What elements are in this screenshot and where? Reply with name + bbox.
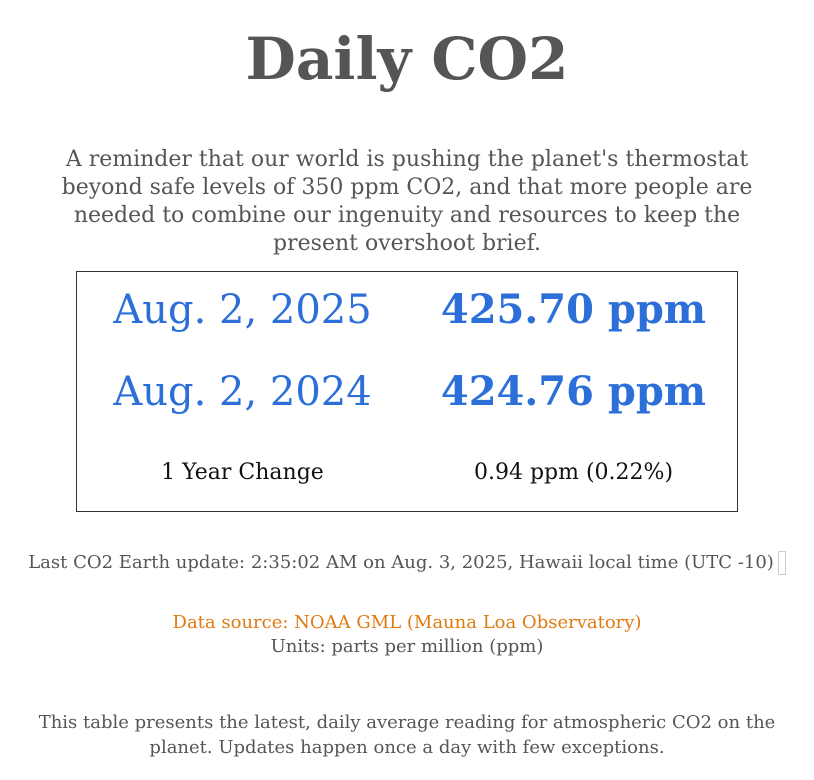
prior-year-reading-row: Aug. 2, 2024 424.76 ppm [77,364,737,424]
year-change-row: 1 Year Change 0.94 ppm (0.22%) [77,458,737,518]
year-change-value: 0.94 ppm (0.22%) [473,460,674,485]
current-date: Aug. 2, 2025 [113,287,372,333]
units-text: Units: parts per million (ppm) [270,636,544,657]
data-source-link[interactable]: Data source: NOAA GML (Mauna Loa Observa… [172,612,642,633]
intro-text: A reminder that our world is pushing the… [61,147,753,256]
cursor-marker-icon [777,551,786,575]
footnote-text: This table presents the latest, daily av… [38,712,776,758]
current-reading-row: Aug. 2, 2025 425.70 ppm [77,282,737,342]
current-ppm: 425.70 ppm [440,286,707,333]
last-update-text: Last CO2 Earth update: 2:35:02 AM on Aug… [28,552,774,573]
year-change-label: 1 Year Change [161,460,324,485]
last-update-line: Last CO2 Earth update: 2:35:02 AM on Aug… [0,550,814,576]
co2-readings-table: Aug. 2, 2025 425.70 ppm Aug. 2, 2024 424… [76,271,738,512]
prior-date: Aug. 2, 2024 [113,369,372,415]
page-title: Daily CO2 [245,25,569,93]
data-source-block: Data source: NOAA GML (Mauna Loa Observa… [0,611,814,659]
prior-ppm: 424.76 ppm [440,368,707,415]
